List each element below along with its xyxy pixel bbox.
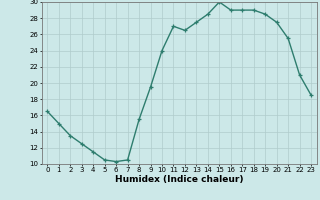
X-axis label: Humidex (Indice chaleur): Humidex (Indice chaleur) bbox=[115, 175, 244, 184]
